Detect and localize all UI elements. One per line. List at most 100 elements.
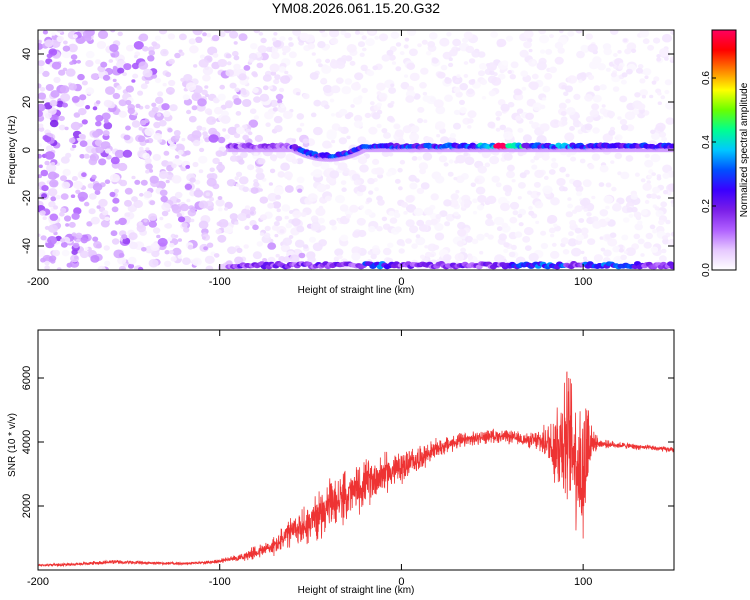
heatmap-cell [567, 238, 578, 247]
heatmap-cell [498, 73, 506, 80]
heatmap-cell [615, 134, 623, 141]
heatmap-cell [137, 266, 144, 270]
heatmap-cell [440, 136, 450, 145]
heatmap-cell [98, 198, 108, 207]
heatmap-cell [612, 245, 621, 253]
heatmap-cell [296, 225, 305, 233]
x-tick-label: -100 [209, 276, 231, 288]
heatmap-cell [510, 61, 519, 69]
heatmap-cell [580, 227, 589, 235]
heatmap-cell [84, 201, 90, 207]
heatmap-cell [41, 193, 48, 199]
heatmap-cell [621, 234, 629, 241]
heatmap-cell [421, 39, 428, 45]
heatmap-cell [531, 73, 539, 80]
heatmap-cell [181, 137, 186, 142]
heatmap-cell [317, 41, 326, 49]
heatmap-cell [448, 57, 453, 61]
heatmap-cell [151, 250, 160, 258]
heatmap-cell [217, 93, 226, 101]
heatmap-cell [280, 162, 290, 171]
heatmap-cell [187, 244, 194, 250]
heatmap-cell [316, 183, 327, 193]
y-tick-label: 0 [21, 147, 33, 153]
heatmap-cell [50, 207, 55, 212]
heatmap-cell [435, 105, 446, 115]
heatmap-cell [171, 205, 182, 214]
heatmap-cell [339, 204, 349, 212]
heatmap-cell [56, 267, 62, 270]
heatmap-cell [264, 111, 274, 120]
heatmap-cell [656, 195, 661, 200]
heatmap-cell [509, 201, 520, 210]
heatmap-cell [667, 191, 672, 196]
heatmap-cell [440, 64, 448, 71]
heatmap-cell [110, 230, 118, 237]
heatmap-cell [253, 115, 260, 120]
heatmap-cell [68, 137, 76, 144]
heatmap-cell [390, 83, 395, 88]
heatmap-cell [542, 85, 551, 93]
spectrogram-y-axis-title: Frequency (Hz) [7, 116, 18, 185]
heatmap-cell [394, 129, 404, 138]
heatmap-cell [111, 238, 120, 245]
heatmap-cell [669, 264, 674, 270]
heatmap-cell [459, 107, 467, 114]
heatmap-cell [142, 68, 153, 78]
heatmap-cell [167, 237, 173, 242]
x-tick-label: 100 [574, 276, 592, 288]
heatmap-cell [85, 105, 91, 110]
heatmap-cell [233, 41, 238, 45]
heatmap-cell [416, 187, 425, 195]
heatmap-cell [53, 173, 60, 179]
heatmap-cell [545, 48, 553, 55]
heatmap-cell [528, 48, 533, 53]
heatmap-cell [38, 83, 42, 89]
heatmap-cell [235, 126, 245, 135]
heatmap-cell [51, 34, 59, 41]
heatmap-cell [599, 236, 604, 240]
heatmap-cell [259, 196, 269, 204]
heatmap-cell [520, 70, 529, 77]
heatmap-cell [199, 147, 205, 153]
heatmap-cell [376, 123, 382, 129]
heatmap-cell [45, 145, 54, 152]
heatmap-cell [47, 188, 58, 197]
heatmap-cell [567, 203, 573, 209]
heatmap-cell [593, 254, 604, 262]
heatmap-cell [620, 79, 627, 85]
heatmap-cell [194, 179, 201, 185]
heatmap-cell [49, 114, 59, 123]
heatmap-cell [174, 155, 180, 159]
heatmap-cell [289, 254, 300, 263]
heatmap-cell [626, 42, 637, 51]
heatmap-cell [518, 222, 524, 227]
heatmap-cell [169, 143, 177, 150]
heatmap-cell [448, 159, 454, 164]
heatmap-cell [157, 91, 164, 97]
heatmap-cell [539, 123, 550, 132]
snr-ticks: -200 -100 0 100 2000 4000 6000 [21, 330, 674, 588]
heatmap-cell [351, 82, 361, 91]
heatmap-cell [549, 66, 557, 74]
heatmap-cell [322, 84, 333, 94]
heatmap-cell [523, 41, 532, 49]
heatmap-cell [349, 60, 356, 66]
heatmap-cell [572, 120, 582, 128]
heatmap-cell [49, 179, 59, 188]
heatmap-cell [633, 233, 641, 240]
heatmap-cell [274, 125, 283, 133]
heatmap-cell [95, 121, 102, 127]
heatmap-cell [249, 206, 256, 212]
x-tick-label: 0 [398, 576, 404, 588]
heatmap-cell [266, 46, 273, 52]
heatmap-cell [242, 91, 247, 96]
heatmap-cell [550, 250, 560, 259]
heatmap-cell [88, 208, 96, 215]
heatmap-cell [145, 147, 150, 151]
heatmap-cell [156, 234, 161, 239]
heatmap-cell [463, 152, 469, 157]
heatmap-cell [320, 162, 330, 170]
heatmap-cell [582, 179, 592, 188]
heatmap-cell [429, 32, 438, 40]
